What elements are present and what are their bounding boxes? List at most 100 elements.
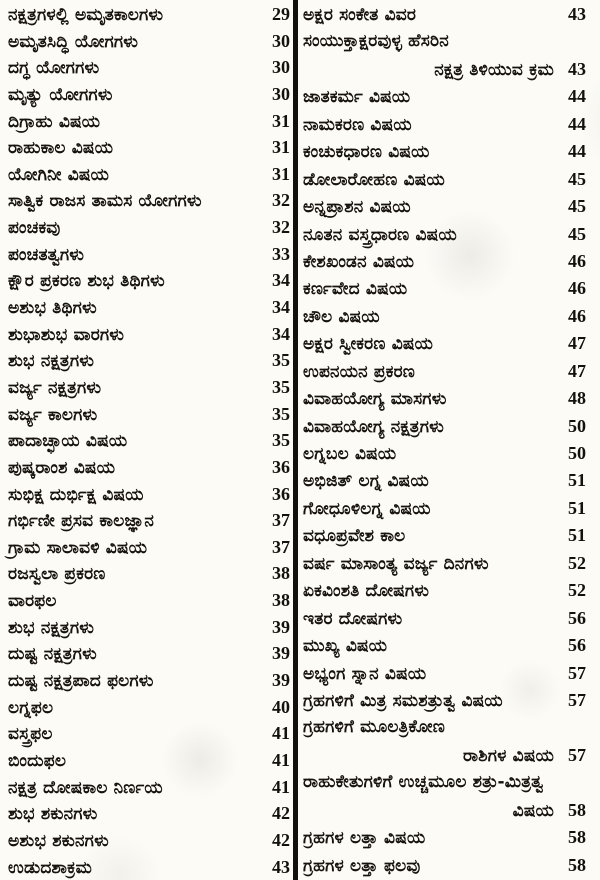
toc-entry-page: 51 [568,470,586,491]
toc-entry-title: ಯೋಗಿನೀ ವಿಷಯ [8,164,110,185]
toc-entry: ಗ್ರಹಗಳ ಲತ್ತಾ ಫಲವು 58 [303,854,586,880]
toc-entry: ಪಂಚತತ್ವಗಳು 33 [8,243,290,270]
toc-entry-line2: ವಿಷಯ 58 [303,799,586,826]
toc-entry: ನಕ್ಷತ್ರ ದೋಷಕಾಲ ನಿರ್ಣಯ 41 [8,776,290,803]
toc-entry-title: ಚೌಲ ವಿಷಯ [303,306,380,327]
toc-entry: ವಿವಾಹಯೋಗ್ಯ ಮಾಸಗಳು 48 [303,387,586,414]
toc-entry-page: 32 [272,190,290,211]
toc-entry-page: 45 [568,196,586,217]
toc-entry-title: ವಸ್ತ್ರಫಲ [8,724,53,745]
toc-entry: ಅಶುಭ ಶಕುನಗಳು 42 [8,829,290,856]
toc-entry-title: ಶುಭಾಶುಭ ವಾರಗಳು [8,324,125,345]
toc-entry-title: ಅಕ್ಷರ ಸ್ವೀಕರಣ ವಿಷಯ [303,334,434,355]
toc-entry: ನೂತನ ವಸ್ತ್ರಧಾರಣ ವಿಷಯ 45 [303,223,586,250]
toc-entry-title: ವರ್ಷ ಮಾಸಾಂತ್ಯ ವರ್ಜ್ಯ ದಿನಗಳು [303,553,489,574]
toc-entry: ಕೇಶಖಂಡನ ವಿಷಯ 46 [303,250,586,277]
toc-entry-page: 32 [272,217,290,238]
toc-entry-title-continued: ವಿಷಯ [512,800,554,821]
toc-entry: ಶುಭಾಶುಭ ವಾರಗಳು 34 [8,323,290,350]
toc-entry-title: ಅಶುಭ ತಿಥಿಗಳು [8,298,97,319]
toc-entry: ನಕ್ಷತ್ರಗಳಲ್ಲಿ ಅಮೃತಕಾಲಗಳು 29 [8,3,290,30]
toc-entry-page: 52 [568,580,586,601]
toc-entry: ದಗ್ಧ ಯೋಗಗಳು 30 [8,56,290,83]
toc-entry-title: ಸಾತ್ವಿಕ ರಾಜಸ ತಾಮಸ ಯೋಗಗಳು [8,191,202,212]
toc-entry-title: ಮುಖ್ಯ ವಿಷಯ [303,636,388,657]
toc-entry-title: ಅಭ್ಯಂಗ ಸ್ನಾನ ವಿಷಯ [303,663,427,684]
toc-entry-title: ಜಾತಕರ್ಮ ವಿಷಯ [303,87,411,108]
toc-entry: ಪಂಚಕವು 32 [8,216,290,243]
toc-entry-page: 42 [272,803,290,824]
toc-entry: ಅಭ್ಯಂಗ ಸ್ನಾನ ವಿಷಯ 57 [303,662,586,689]
toc-entry-page: 44 [568,86,586,107]
toc-entry-page: 46 [568,278,586,299]
toc-entry-page: 50 [568,443,586,463]
toc-entry-page: 35 [272,376,290,397]
toc-entry-page: 35 [272,403,290,424]
column-divider-rule [293,0,298,880]
toc-entry-title: ವಿವಾಹಯೋಗ್ಯ ಮಾಸಗಳು [303,389,447,410]
toc-entry-title: ಅನ್ನಪ್ರಾಶನ ವಿಷಯ [303,197,411,218]
toc-entry: ವರ್ಜ್ಯ ಕಾಲಗಳು 35 [8,403,290,430]
toc-entry-page: 41 [272,723,290,744]
toc-entry: ದುಷ್ಟ ನಕ್ಷತ್ರಗಳು 39 [8,642,290,669]
toc-entry-title: ನೂತನ ವಸ್ತ್ರಧಾರಣ ವಿಷಯ [303,224,457,245]
toc-entry-page: 45 [568,168,586,189]
toc-entry: ವರ್ಷ ಮಾಸಾಂತ್ಯ ವರ್ಜ್ಯ ದಿನಗಳು 52 [303,552,586,579]
toc-entry-title: ವರ್ಜ್ಯ ನಕ್ಷತ್ರಗಳು [8,377,102,398]
toc-entry-page: 31 [272,110,290,131]
toc-entry-page: 39 [272,616,290,637]
toc-entry: ಗರ್ಭಿಣೀ ಪ್ರಸವ ಕಾಲಜ್ಞಾನ 37 [8,509,290,536]
toc-entry-page: 43 [272,856,290,877]
toc-entry-line1: ಗ್ರಹಗಳಿಗೆ ಮೂಲತ್ರಿಕೋಣ [303,716,586,743]
toc-entry-page: 47 [568,360,586,381]
toc-entry-page: 44 [568,141,586,162]
toc-entry-page: 58 [568,799,586,820]
toc-entry-page: 30 [272,30,290,51]
toc-entry-title: ಗ್ರಹಗಳಿಗೆ ಮಿತ್ರ ಸಮಶತ್ರುತ್ವ ವಿಷಯ [303,690,503,711]
toc-entry-title: ಗ್ರಹಗಳ ಲತ್ತಾ ಫಲವು [303,855,421,876]
toc-entry-page: 58 [568,854,586,875]
toc-entry-page: 52 [568,552,586,573]
toc-entry-page: 34 [272,270,290,291]
toc-entry-page: 56 [568,635,586,656]
toc-entry-page: 39 [272,643,290,664]
toc-entry: ಉಡುದಶಾಕ್ರಮ 43 [8,856,290,880]
toc-entry: ದಿಗ್ರಾಹು ವಿಷಯ 31 [8,110,290,137]
toc-entry-title: ಕಂಚುಕಧಾರಣ ವಿಷಯ [303,142,430,163]
toc-entry: ಗ್ರಹಗಳ ಲತ್ತಾ ವಿಷಯ 58 [303,826,586,853]
toc-entry: ಗೋಧೂಳಿಲಗ್ನ ವಿಷಯ 51 [303,497,586,524]
toc-entry: ಸುಭಿಕ್ಷ ದುರ್ಭಿಕ್ಷ ವಿಷಯ 36 [8,483,290,510]
toc-entry-title: ಅಭಿಜಿತ್ ಲಗ್ನ ವಿಷಯ [303,471,429,492]
toc-entry: ವಿವಾಹಯೋಗ್ಯ ನಕ್ಷತ್ರಗಳು 50 [303,415,586,442]
toc-entry: ಉಪನಯನ ಪ್ರಕರಣ 47 [303,360,586,387]
toc-entry-page: 57 [568,744,586,765]
toc-entry-page: 29 [272,4,290,24]
toc-entry-title: ಇತರ ದೋಷಗಳು [303,608,403,629]
toc-entry: ಗ್ರಹಗಳಿಗೆ ಮಿತ್ರ ಸಮಶತ್ರುತ್ವ ವಿಷಯ 57 [303,689,586,716]
toc-entry-title: ಉಡುದಶಾಕ್ರಮ [8,857,93,878]
toc-entry: ಅಶುಭ ತಿಥಿಗಳು 34 [8,296,290,323]
toc-entry-title: ಡೋಲಾರೋಹಣ ವಿಷಯ [303,169,445,190]
toc-entry: ಕರ್ಣವೇದ ವಿಷಯ 46 [303,277,586,304]
toc-entry: ಇತರ ದೋಷಗಳು 56 [303,607,586,634]
toc-entry: ಅನ್ನಪ್ರಾಶನ ವಿಷಯ 45 [303,195,586,222]
toc-entry-title: ಅಮೃತಸಿದ್ಧಿ ಯೋಗಗಳು [8,31,139,52]
toc-entry: ರಾಹುಕಾಲ ವಿಷಯ 31 [8,136,290,163]
toc-entry-title: ಪಂಚಕವು [8,218,61,239]
toc-entry: ಬಿಂದುಫಲ 41 [8,749,290,776]
toc-entry-title: ಪಾದಾಚ್ಛಾಯ ವಿಷಯ [8,431,128,452]
toc-entry-page: 50 [568,415,586,436]
toc-entry-page: 30 [272,83,290,104]
toc-entry-page: 34 [272,323,290,344]
toc-entry-title: ರಾಹುಕೇತುಗಳಿಗೆ ಉಚ್ಚಮೂಲ ಶತ್ರು-ಮಿತ್ರತ್ವ [303,772,544,793]
toc-entry: ರಜಸ್ವಲಾ ಪ್ರಕರಣ 38 [8,562,290,589]
toc-entry-page: 41 [272,776,290,797]
toc-entry-title: ದಿಗ್ರಾಹು ವಿಷಯ [8,111,101,132]
toc-entry-page: 30 [272,57,290,78]
toc-entry-title: ಗ್ರಹಗಳ ಲತ್ತಾ ವಿಷಯ [303,828,426,849]
toc-entry: ಶುಭ ನಕ್ಷತ್ರಗಳು 39 [8,616,290,643]
toc-entry-title: ದುಷ್ಟ ನಕ್ಷತ್ರಪಾದ ಫಲಗಳು [8,671,154,692]
toc-entry-page: 33 [272,243,290,264]
toc-entry-title: ಬಿಂದುಫಲ [8,750,67,771]
